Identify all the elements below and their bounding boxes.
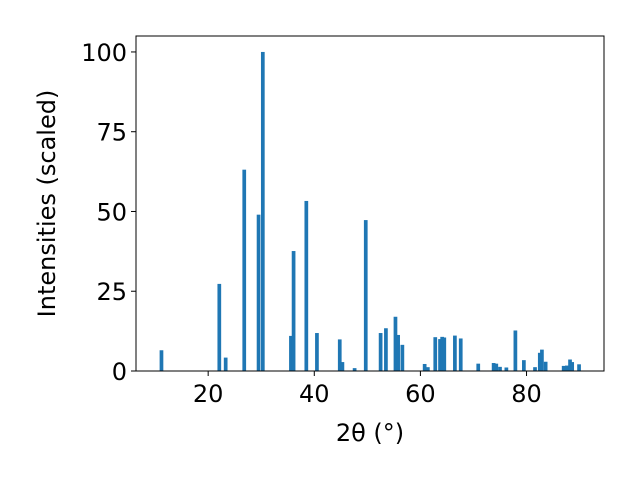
- bar: [384, 328, 388, 371]
- y-axis-label: Intensities (scaled): [33, 90, 61, 318]
- y-tick-label: 25: [96, 278, 127, 306]
- bar: [537, 352, 542, 371]
- bar: [522, 360, 526, 371]
- bar: [291, 251, 296, 371]
- bar: [476, 363, 481, 371]
- bar: [363, 220, 368, 371]
- bar: [256, 214, 261, 371]
- bar: [433, 337, 438, 371]
- bar: [422, 363, 427, 371]
- plot-frame: [135, 35, 605, 372]
- bar: [242, 169, 247, 371]
- bar: [438, 339, 442, 371]
- bar: [504, 367, 509, 371]
- y-tick-label: 50: [96, 198, 127, 226]
- bar: [425, 367, 430, 371]
- x-tick-label: 80: [511, 380, 542, 408]
- bar: [352, 368, 357, 371]
- y-axis-ticks: 0 25 50 75 100: [81, 39, 136, 386]
- bar: [570, 362, 575, 371]
- bars-group: [159, 51, 581, 371]
- y-tick-label: 100: [81, 39, 127, 67]
- y-tick-label: 0: [112, 358, 127, 386]
- bar: [513, 330, 518, 371]
- bar: [378, 333, 383, 371]
- bar: [337, 339, 342, 371]
- bar: [396, 334, 400, 371]
- bar: [159, 350, 164, 371]
- x-tick-label: 40: [299, 380, 330, 408]
- y-tick-label: 75: [96, 119, 127, 147]
- bar: [540, 349, 544, 371]
- bar: [260, 51, 265, 371]
- bar: [400, 344, 405, 371]
- bar: [217, 283, 222, 371]
- bar: [453, 335, 457, 371]
- bar: [491, 363, 496, 371]
- bar: [498, 366, 502, 371]
- bar: [223, 357, 228, 371]
- bar: [565, 365, 569, 371]
- x-tick-label: 20: [193, 380, 224, 408]
- bar: [289, 335, 293, 371]
- bar: [304, 200, 309, 371]
- bar: [440, 336, 445, 371]
- bar: [442, 337, 447, 371]
- bar: [577, 364, 581, 371]
- bar: [340, 362, 345, 371]
- x-axis-label: 2θ (°): [336, 419, 404, 447]
- x-axis-ticks: 20 40 60 80: [193, 371, 542, 408]
- x-tick-label: 60: [405, 380, 436, 408]
- bar: [393, 316, 398, 371]
- bar: [533, 367, 537, 371]
- bar: [494, 363, 499, 371]
- bar: [315, 333, 319, 371]
- bar: [543, 361, 548, 371]
- bar: [561, 365, 566, 371]
- bar: [568, 359, 572, 371]
- bar: [458, 338, 463, 371]
